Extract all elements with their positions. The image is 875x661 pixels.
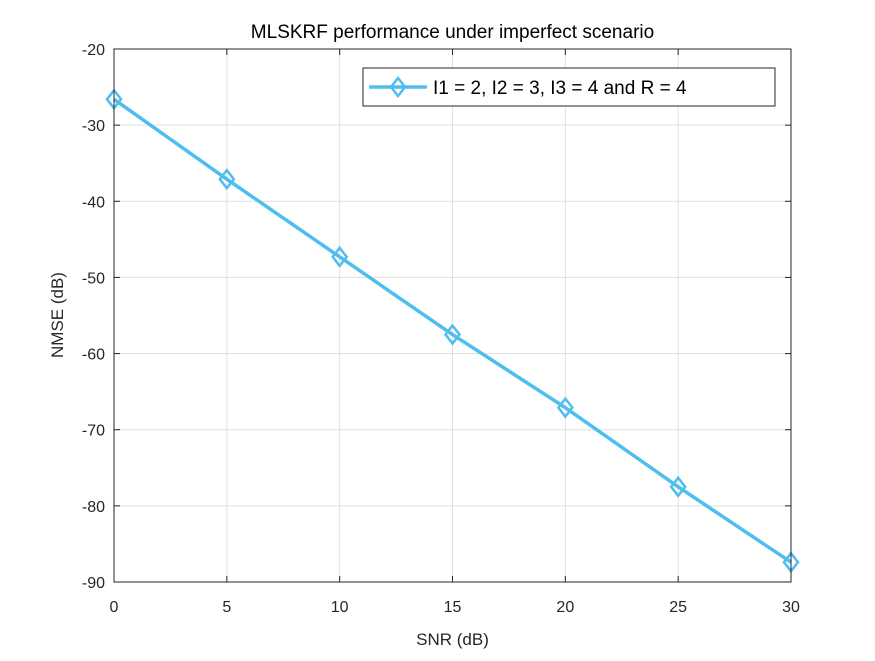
legend-entry-label: I1 = 2, I2 = 3, I3 = 4 and R = 4 [433, 78, 687, 99]
x-axis-label: SNR (dB) [416, 630, 489, 649]
x-tick-label: 10 [331, 599, 349, 616]
tick-marks [113, 48, 792, 583]
x-tick-label: 30 [782, 599, 800, 616]
y-tick-label: -70 [82, 423, 105, 440]
x-tick-label: 20 [556, 599, 574, 616]
legend: I1 = 2, I2 = 3, I3 = 4 and R = 4 [362, 67, 776, 107]
data-point-diamond [443, 323, 462, 346]
y-tick-label: -30 [82, 118, 105, 135]
y-tick-labels: -90 -80 -70 -60 -50 -40 -30 -20 [82, 42, 105, 592]
series-layer [105, 88, 800, 574]
y-tick-label: -90 [82, 575, 105, 592]
legend-diamond-marker [389, 75, 407, 99]
x-tick-label: 15 [444, 599, 462, 616]
y-tick-label: -60 [82, 347, 105, 364]
y-tick-label: -20 [82, 42, 105, 59]
y-tick-label: -50 [82, 270, 105, 287]
x-tick-label: 0 [110, 599, 119, 616]
series-line [112, 97, 792, 564]
x-tick-label: 25 [669, 599, 687, 616]
x-tick-labels: 0 5 10 15 20 25 30 [110, 599, 800, 616]
data-point-diamond [331, 245, 349, 268]
y-tick-label: -40 [82, 194, 105, 211]
data-point-diamond [669, 475, 687, 498]
data-point-diamond [218, 168, 236, 191]
legend-box [362, 67, 776, 107]
y-tick-label: -80 [82, 499, 105, 516]
data-point-diamond [556, 396, 574, 419]
x-tick-label: 5 [222, 599, 231, 616]
chart-title: MLSKRF performance under imperfect scena… [251, 22, 654, 43]
y-axis-label: NMSE (dB) [48, 272, 67, 358]
